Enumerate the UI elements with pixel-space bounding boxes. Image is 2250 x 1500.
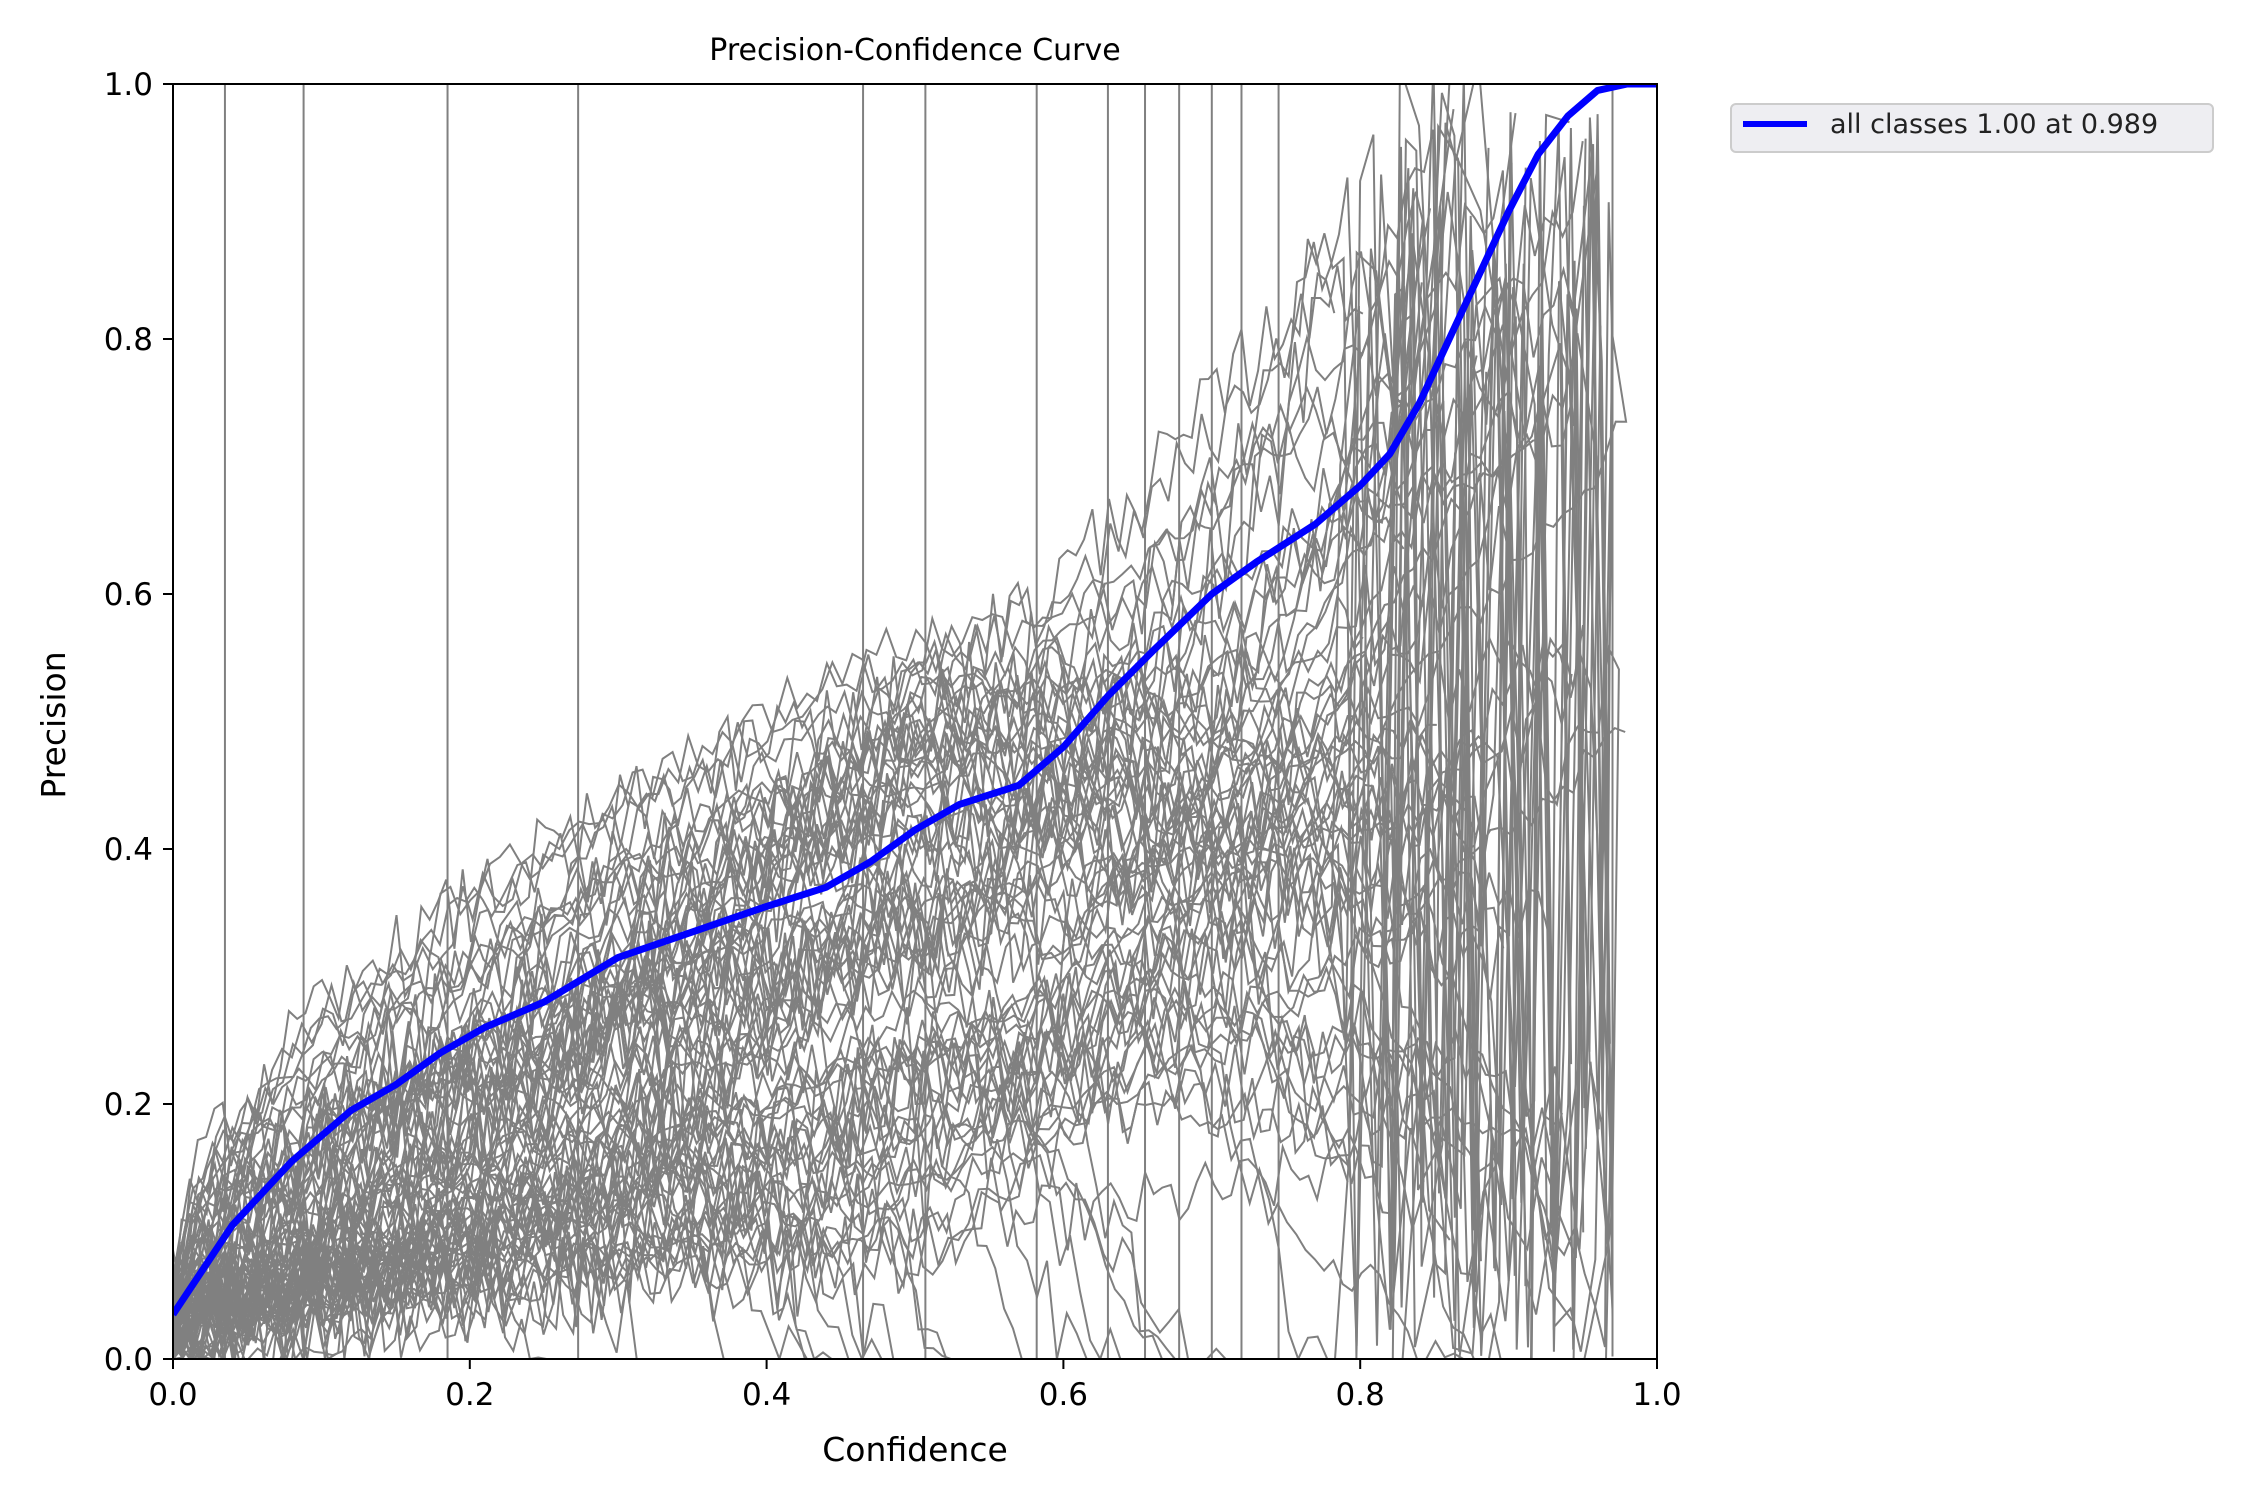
class-curve [173,143,1614,1347]
class-curve [173,162,1614,1359]
x-tick-label: 0.6 [1039,1377,1088,1413]
class-curve [173,472,1510,1359]
class-curve [173,936,1397,1359]
class-curve [173,233,1456,1359]
y-tick-label: 0.8 [104,322,153,358]
legend-box [1730,103,2214,153]
class-curve [173,314,1413,1354]
y-tick-label: 0.0 [104,1342,153,1378]
all-classes-curve-layer [173,84,1657,1317]
x-tick-label: 0.2 [445,1377,494,1413]
y-tick-label: 0.4 [104,832,153,868]
y-tick-label: 1.0 [104,67,153,103]
class-curve [173,144,1599,1359]
plot-frame [172,83,1658,1360]
class-curve [173,146,1482,1359]
class-curve [173,137,1492,1359]
class-curve [173,154,1519,1325]
x-axis-label: Confidence [822,1430,1008,1469]
legend-entry-all-classes: all classes 1.00 at 0.989 [1830,109,2158,140]
x-axis: 0.0 0.2 0.4 0.6 0.8 1.0 [148,1359,1682,1413]
x-tick-label: 1.0 [1632,1377,1681,1413]
y-tick-label: 0.6 [104,577,153,613]
y-axis-label: Precision [34,651,73,798]
class-curve [173,443,1521,1356]
x-tick-label: 0.8 [1336,1377,1385,1413]
class-curve [173,276,1552,1359]
class-curve [173,129,1527,1359]
y-tick-label: 0.2 [104,1087,153,1123]
class-curve [173,1119,1478,1359]
per-class-curves [173,84,1628,1359]
class-curve [173,265,1364,1347]
chart-title: Precision-Confidence Curve [709,33,1120,68]
y-axis: 0.0 0.2 0.4 0.6 0.8 1.0 [104,67,173,1378]
class-curve [173,395,1573,1338]
class-curve [173,188,1478,1359]
class-curve [173,84,1614,1352]
x-tick-label: 0.4 [742,1377,791,1413]
class-curve [173,123,1525,1331]
class-curve [173,333,1614,1352]
x-tick-label: 0.0 [148,1377,197,1413]
class-curve [173,731,1349,1300]
class-curve [173,624,1560,1359]
all-classes-curve [173,84,1657,1317]
class-curve [173,287,1557,1359]
class-curve [173,1142,1503,1359]
class-curve [173,718,1550,1343]
class-curve [173,165,1614,1341]
legend: all classes 1.00 at 0.989 [1730,103,2214,153]
class-curve [173,112,1517,1305]
class-curve [173,670,1573,1335]
